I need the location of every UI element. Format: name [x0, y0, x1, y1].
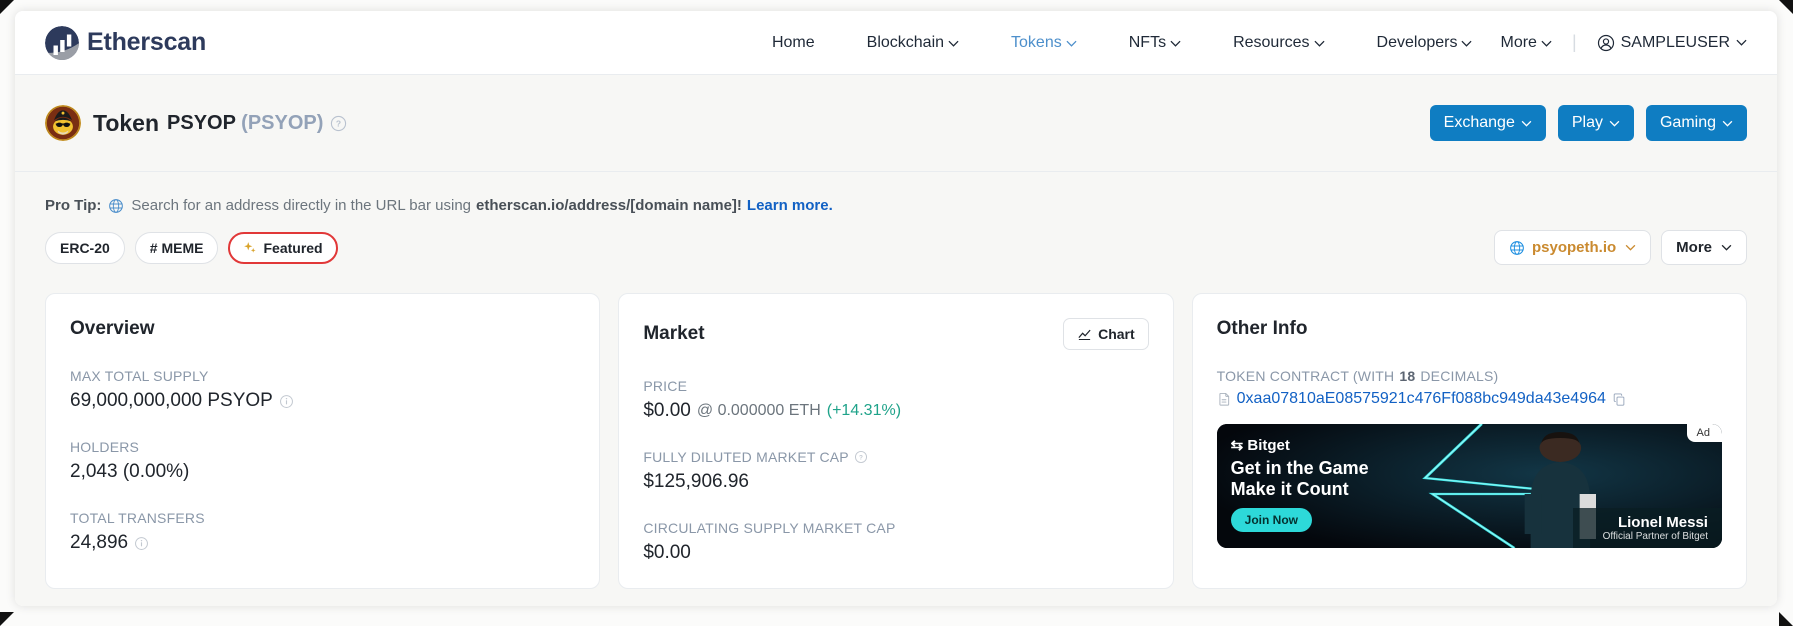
svg-text:?: ?: [859, 455, 863, 462]
svg-text:?: ?: [336, 118, 341, 128]
